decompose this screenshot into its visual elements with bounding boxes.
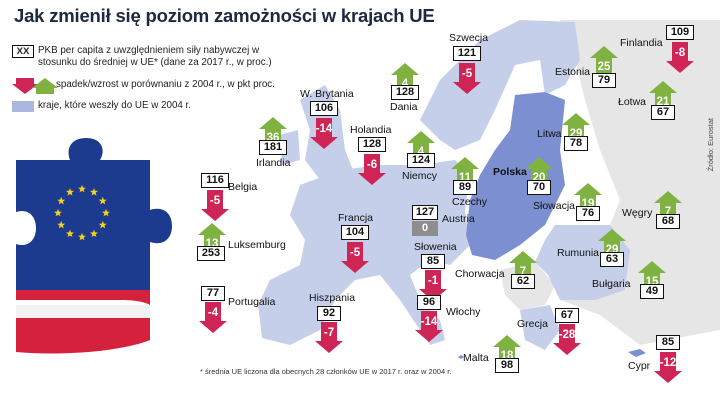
gdp-value: 127 — [412, 205, 438, 220]
change-arrow: -5 — [200, 189, 230, 222]
change-arrow: -4 — [198, 301, 228, 334]
country-label: Belgia — [228, 181, 257, 193]
gdp-value: 124 — [407, 153, 435, 168]
source-note: Źródło: Eurostat — [706, 118, 715, 171]
gdp-value: 85 — [656, 335, 680, 350]
country-label: Grecja — [517, 318, 548, 330]
page-title: Jak zmienił się poziom zamożności w kraj… — [14, 5, 435, 27]
gdp-value: 49 — [640, 284, 664, 299]
country-label: Słowacja — [533, 200, 575, 212]
legend-box-sample: XX — [12, 45, 34, 58]
gdp-value: 62 — [511, 274, 535, 289]
puzzle-piece-flag-illustration — [16, 138, 172, 354]
legend-change-text: spadek/wzrost w porównaniu z 2004 r., w … — [56, 79, 275, 91]
country-label: Polska — [493, 166, 527, 178]
gdp-value: 96 — [417, 295, 441, 310]
country-label: Austria — [442, 213, 475, 225]
gdp-value: 181 — [259, 140, 287, 155]
country-label: Finlandia — [620, 37, 663, 49]
country-label: Chorwacja — [455, 268, 505, 280]
country-label: Dania — [390, 101, 417, 113]
gdp-value: 89 — [453, 180, 477, 195]
country-label: Niemcy — [402, 170, 437, 182]
country-label: Francja — [338, 212, 373, 224]
gdp-value: 121 — [453, 46, 481, 61]
gdp-value: 128 — [391, 85, 419, 100]
gdp-value: 92 — [317, 306, 341, 321]
gdp-value: 77 — [201, 286, 225, 301]
change-arrow: -6 — [357, 153, 387, 186]
gdp-value: 78 — [564, 136, 588, 151]
gdp-value: 68 — [656, 214, 680, 229]
legend-joined-swatch — [12, 101, 34, 112]
country-label: Cypr — [628, 360, 650, 372]
change-arrow: -5 — [340, 241, 370, 274]
gdp-value: 104 — [341, 225, 369, 240]
country-label: Hiszpania — [309, 292, 355, 304]
country-label: Portugalia — [228, 296, 275, 308]
change-value: 0 — [412, 221, 438, 236]
change-arrow: -12 — [653, 351, 683, 384]
gdp-value: 67 — [555, 308, 579, 323]
gdp-value: 63 — [600, 252, 624, 267]
country-label: Szwecja — [449, 32, 488, 44]
legend-joined-text: kraje, które weszły do UE w 2004 r. — [38, 100, 191, 112]
country-label: Litwa — [537, 128, 562, 140]
change-arrow: -14 — [309, 117, 339, 150]
country-label: Włochy — [446, 306, 480, 318]
country-label: Słowenia — [414, 241, 457, 253]
country-label: Rumunia — [557, 247, 599, 259]
gdp-value: 67 — [651, 105, 675, 120]
gdp-value: 128 — [358, 137, 386, 152]
change-arrow: -14 — [414, 310, 444, 343]
joined-2004-cyprus — [628, 349, 646, 357]
legend-arrows-icon — [12, 78, 58, 94]
country-label: Malta — [463, 352, 489, 364]
change-arrow: -28 — [552, 323, 582, 356]
change-arrow: -7 — [314, 321, 344, 354]
country-label: Czechy — [452, 196, 487, 208]
gdp-value: 106 — [310, 101, 338, 116]
country-label: W. Brytania — [300, 88, 354, 100]
legend-gdp-text: PKB per capita z uwzględnieniem siły nab… — [38, 45, 288, 69]
legend-change: spadek/wzrost w porównaniu z 2004 r., w … — [56, 79, 275, 91]
legend-gdp: XX PKB per capita z uwzględnieniem siły … — [12, 45, 288, 69]
gdp-value: 79 — [592, 73, 616, 88]
country-label: Irlandia — [256, 157, 290, 169]
gdp-value: 253 — [197, 246, 225, 261]
gdp-value: 109 — [666, 25, 694, 40]
change-arrow: -5 — [452, 62, 482, 95]
change-arrow: -8 — [665, 41, 695, 74]
gdp-value: 76 — [576, 206, 600, 221]
gdp-value: 70 — [527, 180, 551, 195]
gdp-value: 98 — [495, 358, 519, 373]
country-label: Węgry — [622, 207, 652, 219]
country-label: Estonia — [555, 66, 590, 78]
legend-joined: kraje, które weszły do UE w 2004 r. — [12, 100, 191, 112]
country-label: Holandia — [350, 124, 391, 136]
country-label: Łotwa — [618, 96, 646, 108]
country-label: Luksemburg — [228, 239, 286, 251]
country-label: Bułgaria — [592, 278, 631, 290]
gdp-value: 85 — [421, 254, 445, 269]
footnote: * średnia UE liczona dla obecnych 28 czł… — [200, 367, 451, 376]
gdp-value: 116 — [201, 173, 229, 188]
